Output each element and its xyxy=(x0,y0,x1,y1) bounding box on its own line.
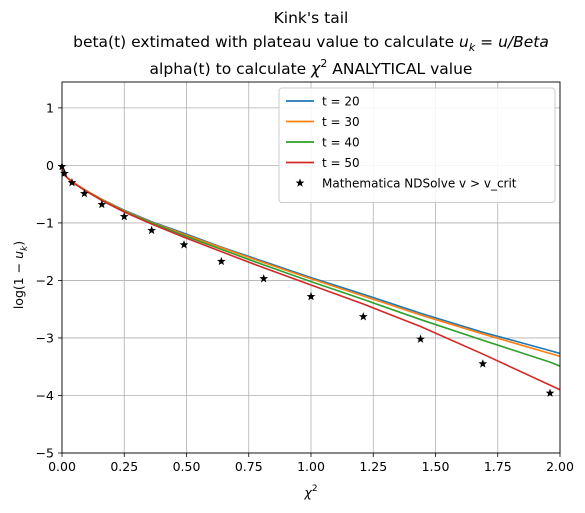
legend-label: t = 30 xyxy=(322,115,360,129)
x-tick-label: 0.50 xyxy=(173,459,201,474)
y-tick-label: −3 xyxy=(36,330,54,345)
data-point-star xyxy=(147,225,157,235)
legend: t = 20 t = 30 t = 40 t = 50 Mathematica NDSo… xyxy=(278,87,556,203)
legend-label: t = 50 xyxy=(322,156,360,170)
x-tick-label: 2.00 xyxy=(546,459,574,474)
x-ticks: 0.00 0.25 0.50 0.75 1.00 1.25 1.50 1.75 2.00 xyxy=(48,453,574,474)
y-ticks: 1 0 −1 −2 −3 −4 −5 xyxy=(36,100,62,461)
y-tick-label: −4 xyxy=(36,388,54,403)
data-point-star xyxy=(67,178,77,187)
y-tick-label: −5 xyxy=(36,446,54,461)
x-tick-label: 1.00 xyxy=(297,459,325,474)
legend-label: t = 40 xyxy=(322,136,360,150)
data-point-star xyxy=(478,359,488,368)
x-tick-label: 0.00 xyxy=(48,459,76,474)
y-tick-label: 0 xyxy=(46,158,54,173)
data-point-star xyxy=(358,312,368,321)
y-tick-label: −1 xyxy=(36,215,54,230)
data-point-star xyxy=(216,256,226,266)
data-point-star xyxy=(306,291,316,301)
data-point-star xyxy=(259,274,269,283)
x-tick-label: 1.50 xyxy=(422,459,450,474)
x-tick-label: 1.25 xyxy=(359,459,387,474)
x-axis-label: χ2 xyxy=(303,484,317,500)
data-point-star xyxy=(416,334,425,343)
series-layer xyxy=(57,161,560,397)
x-tick-label: 0.25 xyxy=(110,459,138,474)
y-tick-label: −2 xyxy=(36,273,54,288)
data-point-star xyxy=(97,199,107,209)
legend-label: t = 20 xyxy=(322,95,360,109)
legend-label: Mathematica NDSolve v > v_crit xyxy=(322,177,517,191)
chart-title-line2: beta(t) extimated with plateau value to … xyxy=(73,33,549,54)
data-point-star xyxy=(119,212,129,221)
data-point-star xyxy=(60,168,69,178)
legend-swatch-star xyxy=(295,178,305,187)
chart-title-line1: Kink's tail xyxy=(274,9,349,27)
x-tick-label: 0.75 xyxy=(235,459,263,474)
chart-title-line3: alpha(t) to calculate χ2 ANALYTICAL valu… xyxy=(150,57,473,78)
x-tick-label: 1.75 xyxy=(484,459,512,474)
legend-box xyxy=(278,87,556,203)
y-tick-label: 1 xyxy=(46,100,54,115)
data-point-star xyxy=(179,240,189,249)
data-point-star xyxy=(80,188,89,198)
series-line-t-50 xyxy=(62,165,560,391)
y-axis-label: log(1 − uk) xyxy=(11,241,30,309)
data-point-star xyxy=(545,388,555,397)
